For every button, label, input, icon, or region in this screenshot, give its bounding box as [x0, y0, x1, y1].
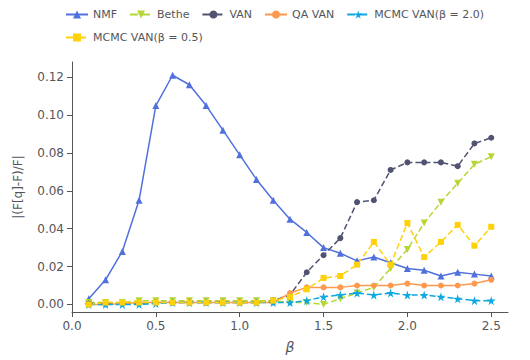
- svg-text:2.0: 2.0: [398, 319, 417, 333]
- svg-text:1.5: 1.5: [314, 319, 333, 333]
- svg-text:0.10: 0.10: [37, 108, 64, 122]
- svg-text:2.5: 2.5: [482, 319, 501, 333]
- svg-text:0.02: 0.02: [37, 260, 64, 274]
- svg-text:Bethe: Bethe: [157, 8, 190, 21]
- svg-text:MCMC VAN(β = 0.5): MCMC VAN(β = 0.5): [93, 31, 203, 44]
- svg-text:0.00: 0.00: [37, 297, 64, 311]
- svg-text:1.0: 1.0: [230, 319, 249, 333]
- svg-text:0.08: 0.08: [37, 146, 64, 160]
- svg-text:|(F[q]-F)/F|: |(F[q]-F)/F|: [11, 155, 25, 219]
- svg-text:VAN: VAN: [229, 8, 252, 21]
- svg-text:0.04: 0.04: [37, 222, 64, 236]
- svg-text:β: β: [285, 339, 295, 355]
- svg-text:NMF: NMF: [93, 8, 117, 21]
- svg-text:QA VAN: QA VAN: [292, 8, 334, 21]
- svg-text:0.12: 0.12: [37, 70, 64, 84]
- svg-text:MCMC VAN(β = 2.0): MCMC VAN(β = 2.0): [374, 8, 484, 21]
- svg-text:0.5: 0.5: [146, 319, 165, 333]
- svg-text:0.06: 0.06: [37, 184, 64, 198]
- svg-text:0.0: 0.0: [62, 319, 81, 333]
